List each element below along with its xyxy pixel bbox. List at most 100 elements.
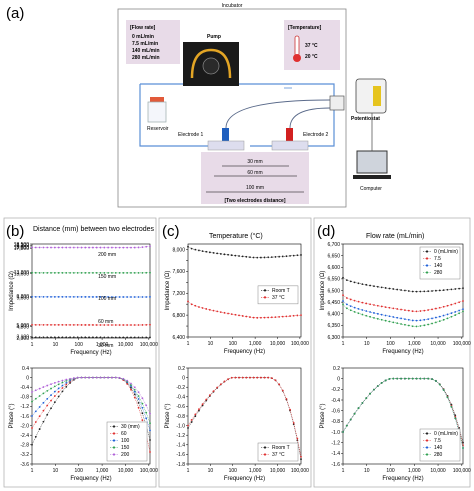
flow-rate-title: [Flow rate] bbox=[130, 25, 156, 31]
series-60-point bbox=[103, 324, 106, 326]
series-200-point bbox=[107, 246, 110, 249]
series-200-line bbox=[31, 377, 151, 414]
series-200-point bbox=[133, 246, 136, 249]
y-tick-label: 0 bbox=[337, 376, 340, 382]
panel-c-phase-chart: 1 10 100 1,000 10,000 100,000 Frequency (Hz) 0.… bbox=[165, 366, 309, 482]
y-tick-label: 7,200 bbox=[172, 291, 185, 297]
series-7.5-point bbox=[423, 309, 426, 312]
series-280-point bbox=[450, 405, 453, 408]
x-tick-label: 10,000 bbox=[270, 468, 286, 474]
series-0-point bbox=[431, 290, 433, 292]
series-100-point bbox=[57, 387, 60, 390]
series-Room T-point bbox=[256, 256, 259, 259]
legend-swatch-marker bbox=[425, 446, 429, 449]
series-30-point bbox=[53, 336, 56, 339]
series-200-point bbox=[145, 245, 148, 248]
series-30-point bbox=[34, 435, 37, 438]
series-60-point bbox=[53, 395, 56, 397]
series-200-point bbox=[137, 391, 140, 394]
series-280-point bbox=[388, 320, 391, 323]
thermometer-bulb-icon bbox=[293, 54, 301, 62]
series-100-point bbox=[72, 296, 75, 298]
series-60-point bbox=[137, 406, 140, 409]
series-280-point bbox=[423, 377, 426, 380]
series-30-point bbox=[72, 336, 75, 339]
series-37 °C-point bbox=[187, 300, 189, 303]
series-140-point bbox=[419, 319, 422, 322]
y-tick-label: -0.2 bbox=[331, 387, 340, 393]
series-37 °C-point bbox=[281, 389, 284, 392]
series-200-point bbox=[31, 246, 33, 249]
series-37 °C-point bbox=[227, 378, 229, 381]
series-7.5-point bbox=[407, 309, 410, 312]
y-tick-label: 0.4 bbox=[22, 366, 29, 372]
series-280-point bbox=[415, 377, 418, 380]
series-60-point bbox=[141, 419, 144, 422]
series-37 °C-point bbox=[194, 413, 197, 416]
series-7.5-point bbox=[454, 302, 457, 305]
series-100-point bbox=[88, 296, 90, 298]
series-150-point bbox=[61, 271, 64, 274]
series-140-point bbox=[427, 318, 430, 321]
x-axis-label: Frequency (Hz) bbox=[70, 350, 111, 356]
series-60-point bbox=[99, 324, 102, 326]
series-100-point bbox=[137, 398, 140, 400]
series-7.5-point bbox=[404, 309, 406, 312]
y-tick-label: 5,000 bbox=[16, 323, 29, 329]
plot-area bbox=[31, 243, 151, 339]
series-Room T-point bbox=[198, 409, 200, 412]
series-0-point bbox=[400, 289, 402, 291]
series-200-point bbox=[69, 246, 71, 249]
x-tick-label: 1 bbox=[31, 342, 34, 348]
panel-d-phase-chart: 1 10 100 1,000 10,000 100,000 Frequency (Hz) 0.… bbox=[320, 366, 471, 482]
y-tick-label: -0.4 bbox=[331, 398, 340, 404]
series-Room T-point bbox=[260, 256, 262, 259]
y-tick-label: -0.8 bbox=[20, 395, 29, 401]
series-30-point bbox=[133, 336, 136, 339]
series-37 °C-point bbox=[190, 303, 193, 306]
pump-label: Pump bbox=[207, 34, 221, 40]
series-37 °C-point bbox=[212, 390, 215, 393]
series-200-point bbox=[65, 246, 68, 249]
series-280-point bbox=[423, 324, 426, 327]
series-150-point bbox=[88, 271, 90, 274]
series-30-point bbox=[80, 336, 83, 339]
series-280-point bbox=[349, 418, 352, 421]
series-Room T-point bbox=[278, 255, 281, 258]
series-280-point bbox=[392, 377, 395, 380]
series-60-point bbox=[149, 451, 151, 453]
series-30-point bbox=[92, 336, 94, 339]
series-60-point bbox=[65, 383, 68, 386]
series-0-point bbox=[373, 285, 375, 288]
temperature-box bbox=[284, 20, 340, 70]
series-37 °C-point bbox=[289, 315, 291, 317]
series-0-point bbox=[353, 281, 356, 284]
flow-rate-line-4: 280 mL/min bbox=[132, 55, 160, 61]
series-60-point bbox=[133, 396, 136, 399]
series-37 °C-point bbox=[190, 418, 193, 421]
series-150-point bbox=[53, 271, 56, 274]
legend-swatch-marker bbox=[263, 453, 267, 456]
series-280-point bbox=[419, 377, 422, 380]
series-200-point bbox=[111, 376, 113, 379]
series-30-point bbox=[38, 336, 41, 339]
series-Room T-point bbox=[274, 256, 277, 258]
series-140-point bbox=[435, 316, 437, 319]
x-tick-label: 1 bbox=[187, 468, 190, 474]
series-100-point bbox=[65, 381, 68, 384]
series-0-point bbox=[450, 288, 453, 291]
series-140-point bbox=[396, 316, 399, 319]
series-Room T-point bbox=[216, 252, 219, 255]
y-tick-label: 6,400 bbox=[172, 335, 185, 341]
curve-annotation: 200 mm bbox=[98, 252, 116, 258]
panel-b-phase-chart: 1 10 100 1,000 10,000 100,000 Frequency (Hz) 0.… bbox=[9, 366, 158, 482]
series-30-point bbox=[69, 336, 71, 339]
series-280-point bbox=[450, 315, 453, 318]
series-60-point bbox=[92, 324, 94, 326]
series-Room T-point bbox=[230, 254, 233, 257]
series-280-point bbox=[415, 325, 418, 328]
series-150-point bbox=[38, 395, 41, 397]
series-150-point bbox=[46, 389, 49, 392]
x-tick-label: 100,000 bbox=[291, 341, 309, 347]
x-tick-label: 1,000 bbox=[96, 468, 109, 474]
